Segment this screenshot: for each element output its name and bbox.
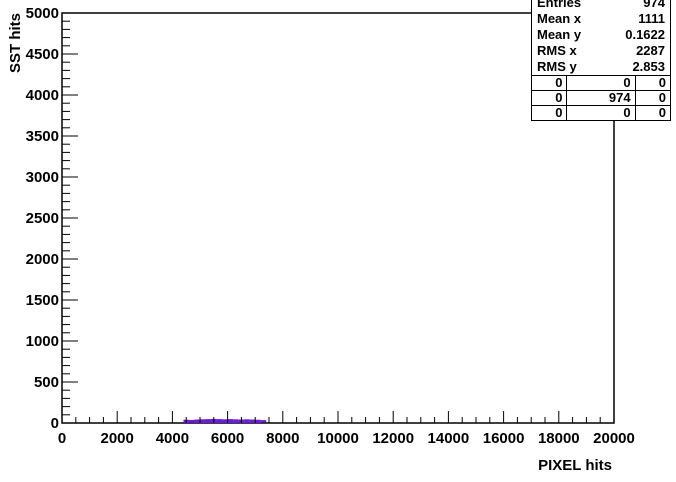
y-axis-title: SST hits [7, 13, 24, 73]
histogram-cell [255, 419, 261, 423]
grid-cell: 0 [634, 90, 670, 106]
x-tick-label: 12000 [372, 430, 414, 447]
grid-cell: 0 [634, 105, 670, 120]
stat-rms-x: RMS x 2287 [532, 43, 670, 59]
y-tick-label: 2000 [26, 251, 59, 268]
stat-rms-x-label: RMS x [537, 43, 577, 58]
stats-box: Entries 974 Mean x 1111 Mean y 0.1622 RMS x… [531, 0, 671, 121]
histogram-cell [194, 419, 200, 423]
y-tick-label: 1500 [26, 292, 59, 309]
stat-entries-value: 974 [643, 0, 665, 10]
grid-cell: 0 [532, 105, 568, 120]
histogram-cell [188, 419, 195, 423]
grid-cell: 974 [566, 90, 636, 106]
grid-cell: 0 [532, 90, 568, 106]
x-tick-label: 6000 [211, 430, 244, 447]
grid-row: 0 974 0 [532, 90, 670, 106]
stat-rms-y: RMS y 2.853 [532, 59, 670, 75]
x-axis: 0 2000 4000 6000 8000 10000 12000 14000 16000 180… [58, 411, 635, 447]
x-tick-label: 16000 [483, 430, 525, 447]
overflow-grid: 0 0 0 0 974 0 0 0 0 [532, 75, 670, 120]
y-tick-label: 3500 [26, 128, 59, 145]
histogram-cells [183, 418, 267, 423]
y-tick-label: 2500 [26, 210, 59, 227]
stat-rms-y-value: 2.853 [632, 59, 665, 74]
histogram-cell [244, 419, 250, 423]
stat-mean-x-value: 1111 [638, 11, 665, 26]
y-tick-label: 3000 [26, 169, 59, 186]
histogram-cell [249, 419, 256, 423]
grid-row: 0 0 0 [532, 105, 670, 120]
stat-mean-y-value: 0.1622 [625, 27, 665, 42]
x-tick-label: 8000 [266, 430, 299, 447]
grid-cell: 0 [634, 75, 670, 91]
x-axis-title: PIXEL hits [538, 457, 612, 474]
histogram-cell [233, 419, 239, 423]
stat-entries-label: Entries [537, 0, 582, 10]
stat-rms-y-label: RMS y [537, 59, 577, 74]
stat-mean-y-label: Mean y [537, 27, 582, 42]
stat-mean-y: Mean y 0.1622 [532, 27, 670, 43]
y-tick-label: 4500 [26, 46, 59, 63]
y-axis: 0 500 1000 1500 2000 2500 3000 3500 4000 4500 5000 [26, 5, 78, 432]
histogram-cell [216, 419, 223, 423]
stat-entries: Entries 974 [532, 0, 670, 11]
stat-mean-x: Mean x 1111 [532, 11, 670, 27]
histogram-cell [227, 419, 234, 423]
histogram-cell [205, 419, 212, 423]
y-tick-label: 500 [34, 374, 59, 391]
y-tick-label: 4000 [26, 87, 59, 104]
x-tick-label: 14000 [428, 430, 470, 447]
histogram-cell [260, 420, 267, 423]
y-tick-label: 5000 [26, 5, 59, 22]
grid-cell: 0 [566, 105, 636, 120]
grid-row: 0 0 0 [532, 75, 670, 91]
stat-mean-x-label: Mean x [537, 11, 582, 26]
grid-cell: 0 [566, 75, 636, 91]
histogram-cell [222, 419, 228, 423]
y-tick-label: 1000 [26, 333, 59, 350]
x-tick-label: 20000 [593, 430, 635, 447]
x-tick-label: 10000 [317, 430, 359, 447]
x-tick-label: 2000 [101, 430, 134, 447]
stat-rms-x-value: 2287 [636, 43, 665, 58]
y-tick-label: 0 [51, 415, 59, 432]
x-tick-label: 18000 [538, 430, 580, 447]
grid-cell: 0 [532, 75, 568, 91]
histogram-cell [200, 419, 206, 423]
x-tick-label: 4000 [156, 430, 189, 447]
x-tick-label: 0 [58, 430, 66, 447]
